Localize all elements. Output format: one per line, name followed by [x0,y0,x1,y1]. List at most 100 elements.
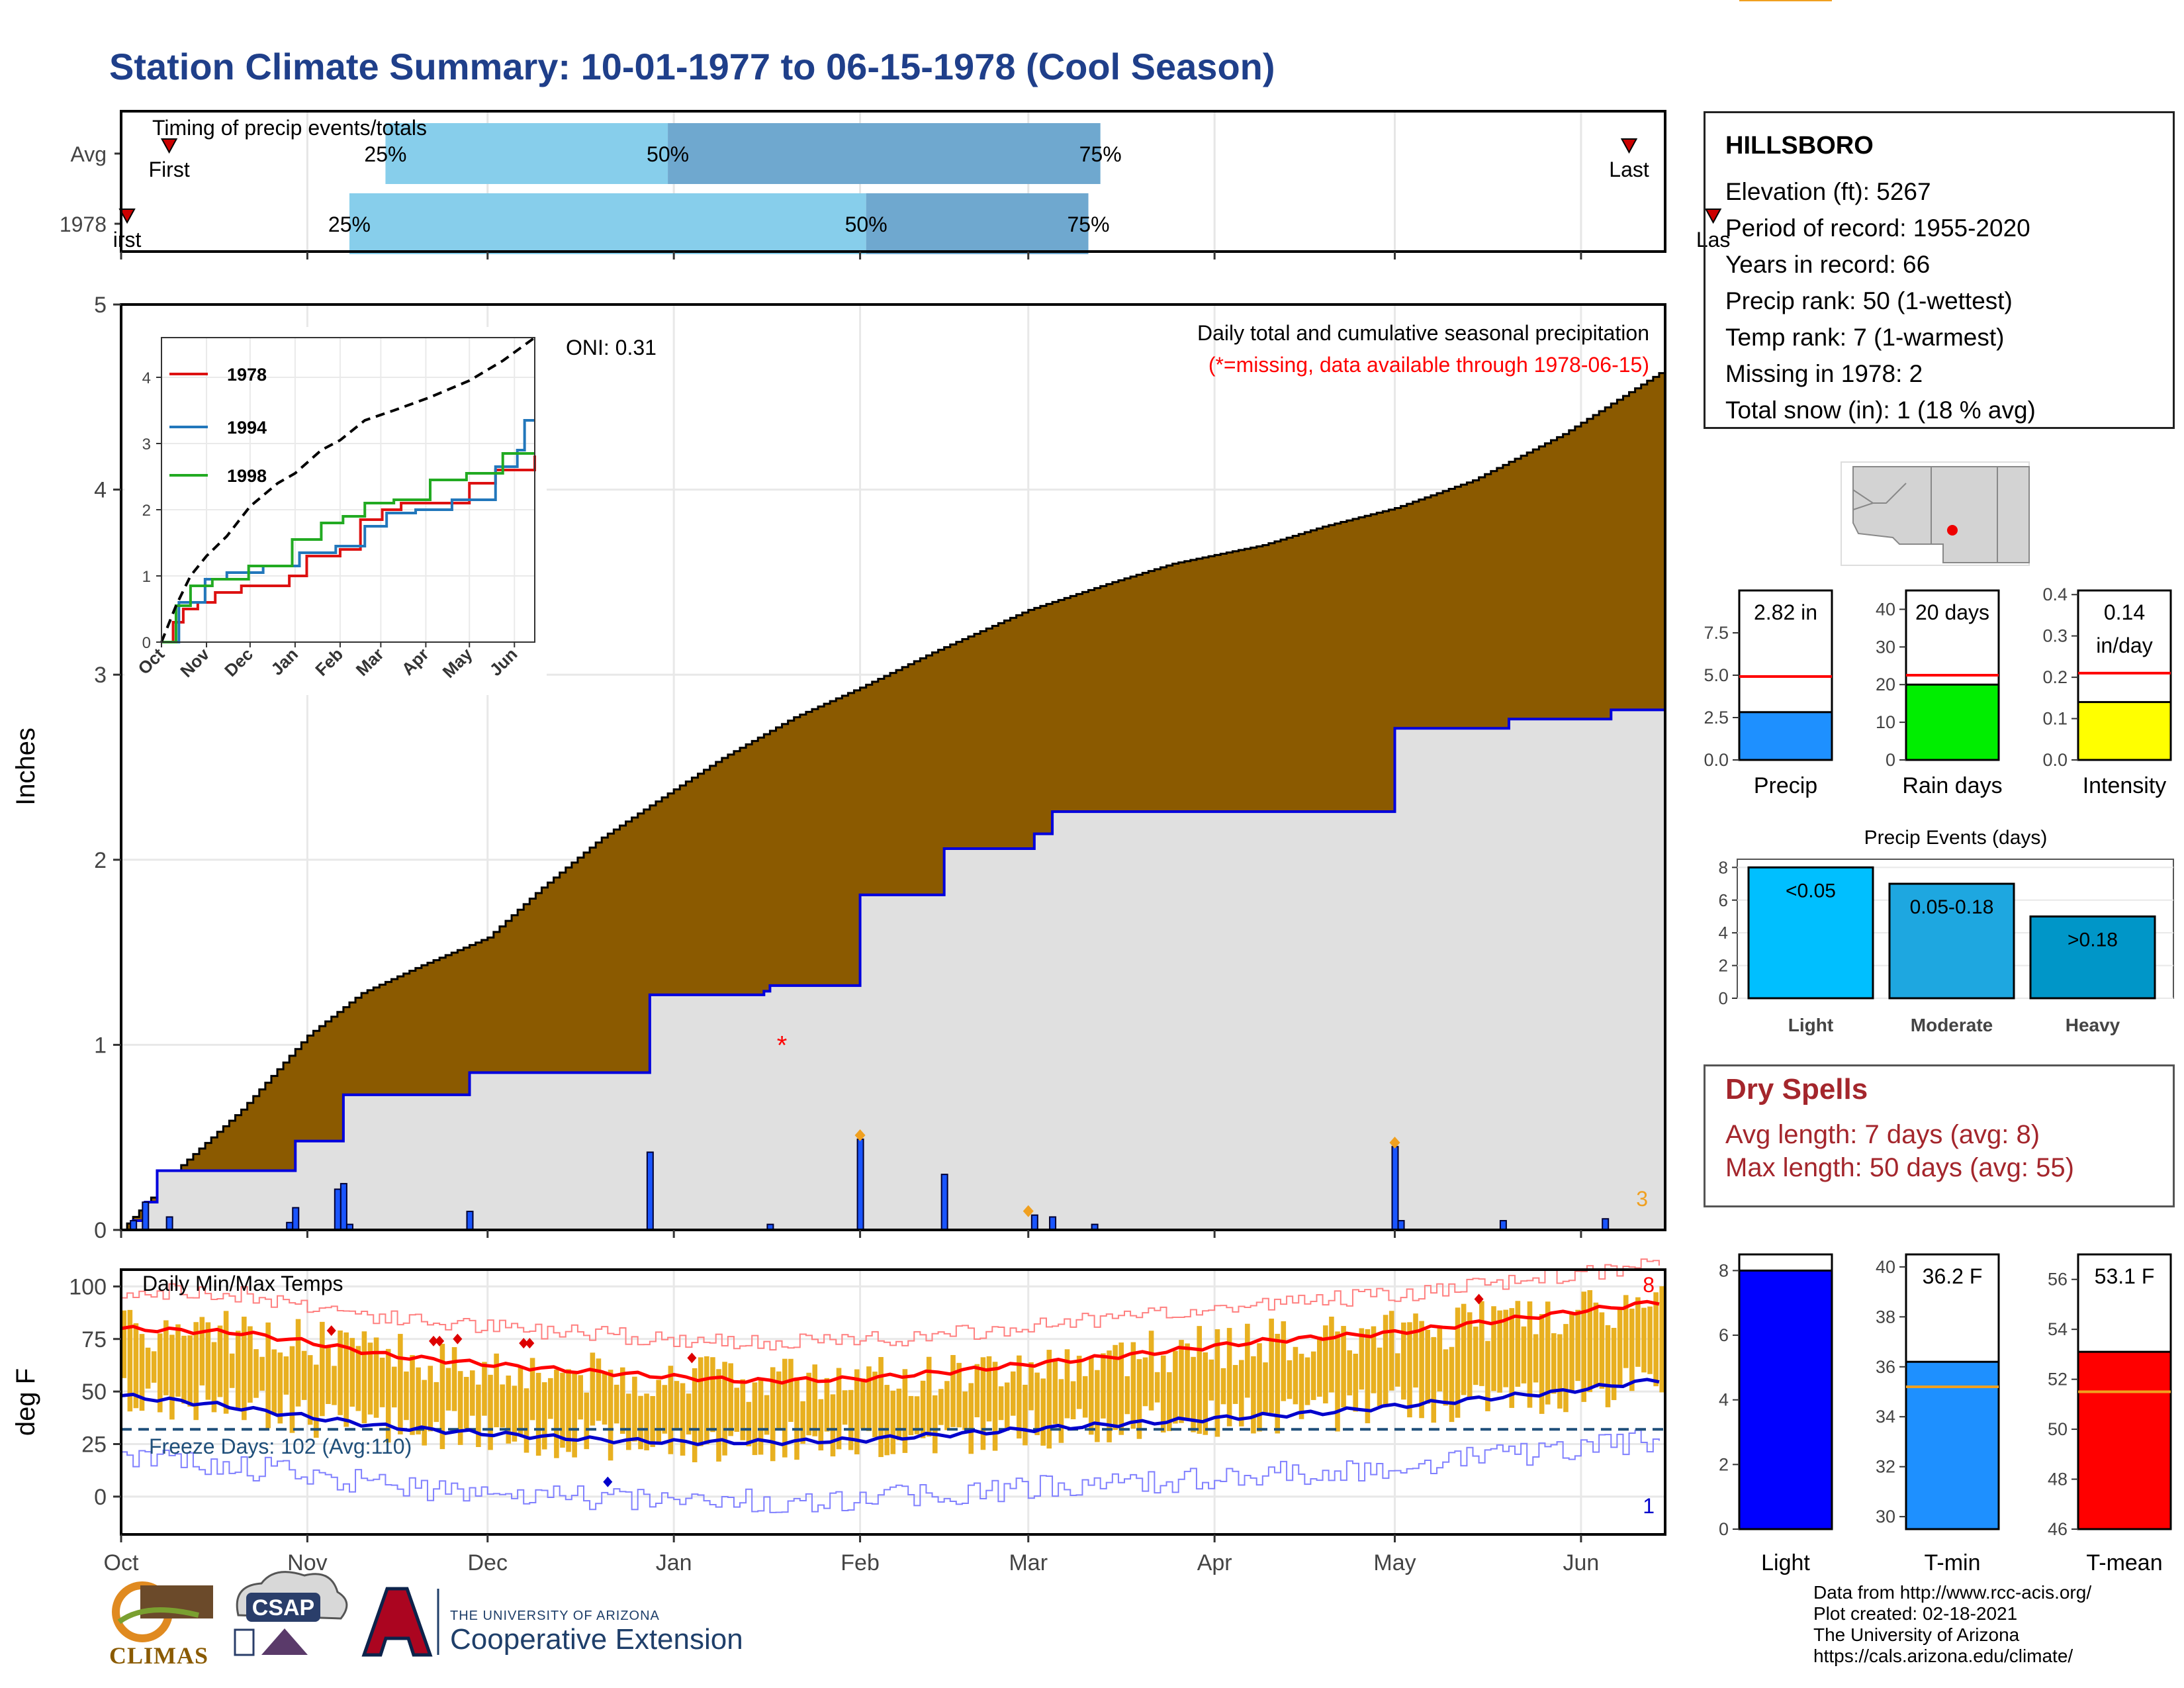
daily-temp-bar [1353,1354,1359,1412]
events-bar [1888,882,2015,1000]
daily-temp-bar [121,1310,127,1378]
dry-spells-line: Max length: 50 days (avg: 55) [1725,1153,2074,1182]
inset-legend-label: 1978 [227,365,267,385]
daily-temp-bar [578,1375,583,1420]
daily-temp-bar [535,1372,541,1456]
precip-panel-ytick-label: 2.5 [1704,708,1729,727]
station-line: Precip rank: 50 (1-wettest) [1725,287,2013,314]
temps-ylabel: deg F [11,1368,40,1436]
daily-temp-bar [1070,1381,1076,1420]
daily-temp-bar [283,1356,289,1395]
mean-tmax-line [120,1299,1660,1385]
precip-ytick-label: 2 [94,848,107,873]
snow-marker [854,1129,866,1141]
daily-temp-bar [259,1356,265,1391]
inset-series-line [161,455,536,643]
daily-temp-bar [668,1366,674,1454]
daily-temp-bar [133,1323,139,1409]
timing-title: Timing of precip events/totals [152,116,427,140]
daily-precip-bar [1602,1218,1610,1231]
daily-temp-bar [968,1383,974,1454]
intensity-panel-ytick-label: 0.1 [2042,709,2068,729]
daily-temp-bar [710,1357,715,1432]
tmin-panel-ytick-label: 0 [1719,1519,1729,1539]
daily-temp-bar [494,1353,499,1428]
daily-temp-bar [1191,1356,1196,1432]
timing-label-75: 75% [1079,142,1122,166]
daily-temp-bar [349,1338,355,1407]
daily-temp-bar [1407,1322,1412,1418]
daily-temp-bar [416,1367,421,1434]
daily-precip-bar [130,1220,138,1231]
daily-temp-bar [313,1364,319,1438]
daily-temp-bar [1130,1342,1136,1429]
daily-temp-bar [950,1354,956,1427]
daily-temp-bar [235,1331,241,1411]
daily-temp-bar [1413,1313,1418,1388]
daily-temp-bar [944,1381,950,1430]
inset-frame [161,337,535,643]
intensity-panel-category-label: Intensity [2083,773,2167,798]
daily-temp-bar [1467,1312,1473,1400]
tmean-panel-ytick-label: 38 [1876,1307,1895,1327]
record-low-line [121,1429,1660,1513]
precip-ytick-label: 1 [94,1033,107,1058]
daily-temp-bar [728,1363,733,1436]
daily-temp-bar [1509,1308,1515,1408]
daily-temp-bar [1136,1359,1142,1439]
daily-temp-bar [1394,1353,1400,1387]
daily-temp-bar [404,1371,409,1421]
daily-temp-bar [1089,1357,1094,1435]
daily-temp-bar [211,1342,217,1413]
daily-temp-bar [1485,1340,1490,1411]
daily-temp-bar [764,1395,770,1435]
daily-temp-bar [301,1350,307,1400]
daily-temp-bar [1238,1360,1244,1427]
events-category-label: Heavy [2066,1015,2120,1035]
daily-temp-bar [1377,1347,1383,1407]
daily-temp-bar [1329,1317,1334,1393]
timing-last-label: Last [1609,158,1649,181]
tmax-panel-category-label: T-mean [2086,1550,2162,1575]
daily-temp-bar [1635,1297,1641,1367]
page-title: Station Climate Summary: 10-01-1977 to 0… [109,46,1275,87]
tmean-panel-ytick-label: 36 [1876,1357,1895,1377]
daily-temp-bar [1527,1301,1533,1408]
station-info-box: HILLSBORO Elevation (ft): 5267 Period of… [1704,111,2175,429]
inset-ytick-label: 0 [142,634,151,652]
daily-temp-bar [896,1388,902,1440]
precip-ylabel: Inches [11,727,40,806]
daily-temp-bar [1425,1329,1430,1404]
daily-temp-bar [1611,1327,1617,1401]
daily-temp-bar [890,1390,896,1454]
station-line: Period of record: 1955-2020 [1725,214,2030,242]
daily-temp-bar [933,1395,938,1454]
daily-temp-bar [476,1384,481,1447]
precip-frame [120,303,1666,1231]
daily-temp-bar [806,1372,811,1436]
events-category-label: Moderate [1911,1015,1993,1035]
temps-corner-low: 1 [1643,1494,1655,1518]
daily-temp-bar [451,1347,457,1411]
mean-tmin-line [120,1378,1660,1446]
daily-precip-bar [292,1207,300,1231]
daily-temp-bar [433,1382,439,1423]
daily-temp-bar [854,1369,860,1455]
events-ytick-label: 4 [1719,923,1728,943]
daily-temp-bar [1118,1342,1124,1435]
daily-precip-bar [1049,1216,1057,1231]
temps-ytick-label: 75 [81,1327,107,1352]
daily-temp-bar [151,1351,157,1383]
daily-temp-bar [332,1366,337,1405]
tmin-panel-ytick-label: 2 [1719,1454,1729,1474]
dry-spells-line: Avg length: 7 days (avg: 8) [1725,1120,2040,1149]
daily-temp-bar [139,1334,145,1411]
temps-month-label: Feb [841,1550,880,1575]
raindays-panel-category-label: Rain days [1902,773,2002,798]
daily-temp-bar [367,1342,373,1415]
daily-temp-bar [638,1395,643,1450]
daily-temp-bar [488,1374,493,1450]
daily-precip-bar [1391,1146,1399,1231]
